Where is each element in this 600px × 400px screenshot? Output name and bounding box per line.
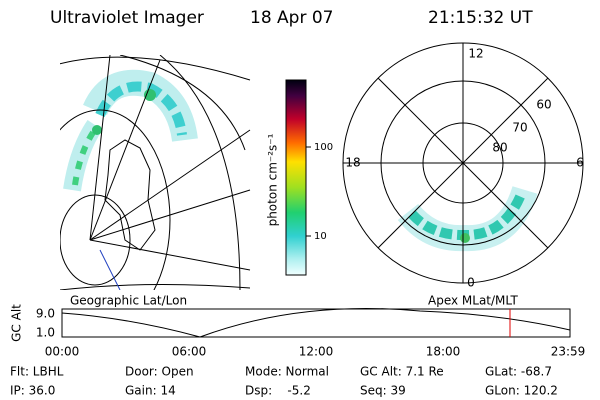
status-field: GC Alt: 7.1 Re [360,365,444,379]
status-field: Door: Open [125,365,194,379]
status-panel: Flt: LBHL Door: Open Mode: Normal GC Alt: 7… [10,365,558,398]
colorbar-unit: photon cm⁻²s⁻¹ [266,133,280,226]
x-tick-label: 23:59 [551,345,586,359]
altitude-curve [61,308,571,338]
mlat-label: 80 [492,141,507,155]
colorbar-tick-label: 100 [314,142,333,153]
mlat-label: 70 [512,121,527,135]
y-axis-label: GC Alt [10,304,24,342]
polar-plot [342,42,584,284]
geo-map [60,55,251,290]
title: Ultraviolet Imager [50,8,204,28]
projection-label: Geographic Lat/Lon [70,294,187,308]
altitude-panel [61,308,571,338]
status-field: Flt: LBHL [10,365,64,379]
status-field: Seq: 39 [360,384,406,398]
status-field: IP: 36.0 [10,384,55,398]
date: 18 Apr 07 [250,8,333,28]
x-tick-label: 06:00 [172,345,207,359]
mlt-label: 6 [576,156,584,170]
colorbar-tick-label: 10 [314,231,327,242]
mlt-label: 18 [345,156,360,170]
status-field: GLat: -68.7 [485,365,552,379]
x-tick-label: 12:00 [299,345,334,359]
mlt-label: 0 [467,276,475,290]
x-tick-label: 00:00 [45,345,80,359]
mlat-label: 60 [536,98,551,112]
y-tick-label: 9.0 [36,307,55,321]
mlt-label: 12 [468,47,483,61]
x-tick-label: 18:00 [426,345,461,359]
status-field: GLon: 120.2 [485,384,558,398]
color-bar [285,79,307,276]
projection-label: Apex MLat/MLT [428,294,518,308]
time: 21:15:32 UT [428,8,533,28]
y-tick-label: 1.0 [36,326,55,340]
status-field: Mode: Normal [245,365,329,379]
status-field: Gain: 14 [125,384,176,398]
status-field: Dsp: -5.2 [245,384,311,398]
